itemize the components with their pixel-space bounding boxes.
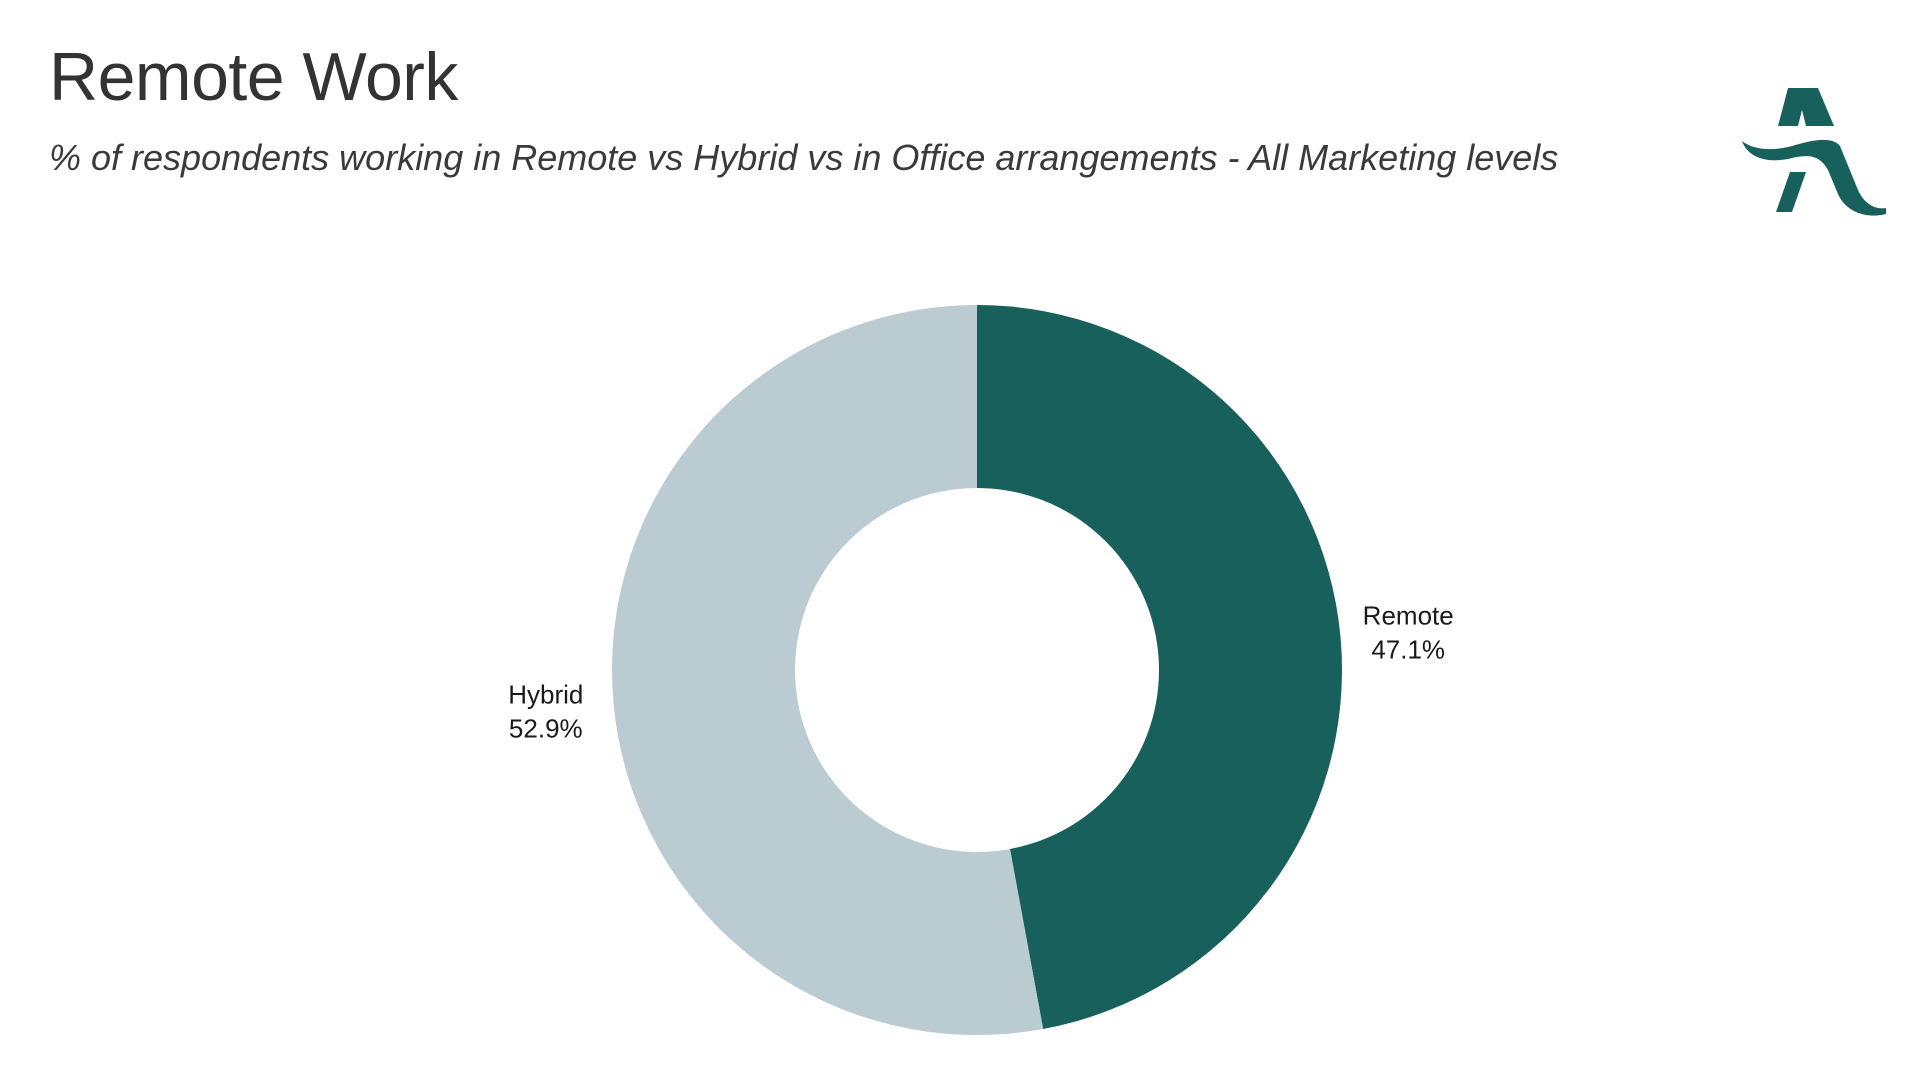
slice-label-hybrid: Hybrid 52.9% xyxy=(508,679,583,743)
slice-name-hybrid: Hybrid xyxy=(508,679,583,709)
donut-slice-hybrid xyxy=(612,305,1044,1035)
logo-swoosh xyxy=(1742,139,1886,216)
logo-peak xyxy=(1778,88,1834,126)
slice-value-remote: 47.1% xyxy=(1371,635,1445,665)
chart-subtitle: % of respondents working in Remote vs Hy… xyxy=(49,137,1559,178)
slice-value-hybrid: 52.9% xyxy=(509,713,583,743)
logo-left-leg xyxy=(1776,172,1806,212)
donut-labels: Remote 47.1% Hybrid 52.9% xyxy=(508,601,1454,744)
chart-title: Remote Work xyxy=(49,39,458,115)
donut-slice-remote xyxy=(977,305,1343,1029)
donut-slices xyxy=(612,305,1343,1035)
brand-logo-icon xyxy=(1742,88,1886,216)
slice-label-remote: Remote 47.1% xyxy=(1363,601,1454,665)
slice-name-remote: Remote xyxy=(1363,601,1454,631)
